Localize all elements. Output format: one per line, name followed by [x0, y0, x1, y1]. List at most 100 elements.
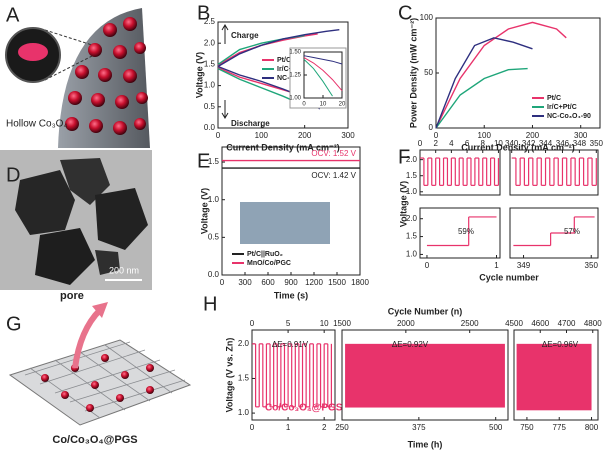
x-tick-label: 100 [255, 131, 269, 140]
y-axis-label: Voltage (V) [398, 181, 408, 227]
annotation: Charge [231, 31, 259, 40]
panel-d-micrograph [0, 150, 152, 290]
annotation: Discharge [231, 119, 270, 128]
x-tick-label: 0 [302, 102, 306, 108]
x-tick-label: 350 [590, 139, 604, 148]
x2-tick-label: 0 [250, 319, 255, 328]
y-tick-label: 0.0 [204, 123, 216, 132]
x-tick-label: 750 [520, 423, 534, 432]
legend-label: Pt/C [547, 95, 561, 102]
x-tick-label: 250 [335, 423, 349, 432]
x-tick-label: 0 [250, 423, 255, 432]
x-tick-label: 1500 [328, 278, 346, 287]
x-tick-label: 300 [341, 131, 355, 140]
x-tick-label: 340 [505, 139, 519, 148]
annotation: ΔE=0.96V [542, 340, 579, 349]
series-line [303, 59, 333, 97]
y-tick-label: 0.0 [208, 270, 220, 279]
x-tick-label: 0 [418, 139, 423, 148]
panel-label: B [197, 2, 210, 24]
y-tick-label: 1.5 [204, 60, 216, 69]
y-axis-label: Power Density (mW cm⁻²) [408, 18, 418, 128]
annotation: 59% [458, 227, 474, 236]
series-line [303, 55, 343, 65]
y-tick-label: 0.5 [204, 102, 216, 111]
x-tick-label: 348 [573, 139, 587, 148]
y-tick-label: 1.0 [406, 250, 418, 259]
x2-tick-label: 2000 [397, 319, 415, 328]
arrow [221, 24, 229, 44]
x-tick-label: 349 [517, 261, 531, 270]
series-line [303, 57, 343, 91]
y-tick-label: 1.00 [289, 96, 301, 102]
panel-label: D [6, 164, 20, 186]
y-tick-label: 1.0 [238, 408, 250, 417]
x2-tick-label: 4500 [505, 319, 523, 328]
arrow [221, 100, 229, 119]
y-tick-label: 2.5 [204, 17, 216, 26]
caption: Co/Co₃O₄@PGS [52, 434, 137, 446]
x2-tick-label: 4800 [584, 319, 602, 328]
y-axis-label: Voltage (V vs. Zn) [224, 338, 234, 413]
y-tick-label: 1.0 [204, 81, 216, 90]
x-axis-label: Time (h) [408, 439, 443, 449]
x-tick-label: 100 [478, 131, 492, 140]
y-tick-label: 2.0 [406, 155, 418, 164]
panel-label: F [398, 146, 410, 168]
x-tick-label: 200 [298, 131, 312, 140]
x-tick-label: 350 [585, 261, 599, 270]
x-tick-label: 10 [494, 139, 503, 148]
x2-tick-label: 4600 [531, 319, 549, 328]
x-tick-label: 500 [489, 423, 503, 432]
x-tick-label: 342 [522, 139, 536, 148]
y-tick-label: 2.0 [204, 38, 216, 47]
x-tick-label: 344 [539, 139, 553, 148]
x-tick-label: 0 [425, 261, 430, 270]
x-tick-label: 2 [322, 423, 327, 432]
x2-tick-label: 4700 [558, 319, 576, 328]
x-tick-label: 6 [465, 139, 470, 148]
y-tick-label: 1.5 [406, 232, 418, 241]
x-tick-label: 0 [220, 278, 225, 287]
legend-label: Co/Co₃O₄@PGS [265, 403, 343, 414]
plot-frame [419, 149, 501, 196]
x-tick-label: 200 [526, 131, 540, 140]
panel-g-illustration [8, 302, 192, 426]
x-tick-label: 346 [556, 139, 570, 148]
x2-tick-label: 10 [320, 319, 329, 328]
annotation: OCV: 1.52 V [311, 149, 356, 158]
legend-label: MnO/Co/PGC [247, 260, 291, 267]
x-tick-label: 8 [481, 139, 486, 148]
cycling-band [516, 343, 592, 411]
panel-label: H [203, 293, 217, 315]
y-tick-label: 1.5 [406, 171, 418, 180]
x-tick-label: 2 [433, 139, 438, 148]
x-tick-label: 800 [585, 423, 599, 432]
plot-frame [419, 207, 501, 259]
x2-axis-label: Cycle Number (n) [388, 306, 463, 316]
annotation: OCV: 1.42 V [311, 171, 356, 180]
panel-a-illustration [5, 8, 150, 148]
plot-frame [341, 329, 509, 421]
x-axis-label: Current Density (mA cm⁻²) [461, 142, 574, 152]
series-line [435, 37, 533, 129]
plot-frame [509, 207, 599, 259]
annotation: pore [60, 290, 84, 302]
caption: Hollow Co₃O₄ [6, 119, 68, 130]
y-tick-label: 2.0 [406, 214, 418, 223]
annotation: ΔE=0.91V [272, 340, 309, 349]
y-tick-label: 0.5 [208, 232, 220, 241]
x-tick-label: 300 [238, 278, 252, 287]
scale-bar-label: 200 nm [109, 265, 139, 275]
x-tick-label: 600 [261, 278, 275, 287]
x-tick-label: 0 [216, 131, 221, 140]
x-tick-label: 300 [574, 131, 588, 140]
series-line [435, 21, 567, 129]
y-tick-label: 1.0 [208, 195, 220, 204]
y-tick-label: 100 [420, 13, 434, 22]
y-tick-label: 50 [424, 68, 433, 77]
cycling-band [345, 343, 505, 408]
legend-label: Pt/C||RuO₂ [247, 251, 283, 258]
x-axis-label: Cycle number [479, 272, 539, 282]
